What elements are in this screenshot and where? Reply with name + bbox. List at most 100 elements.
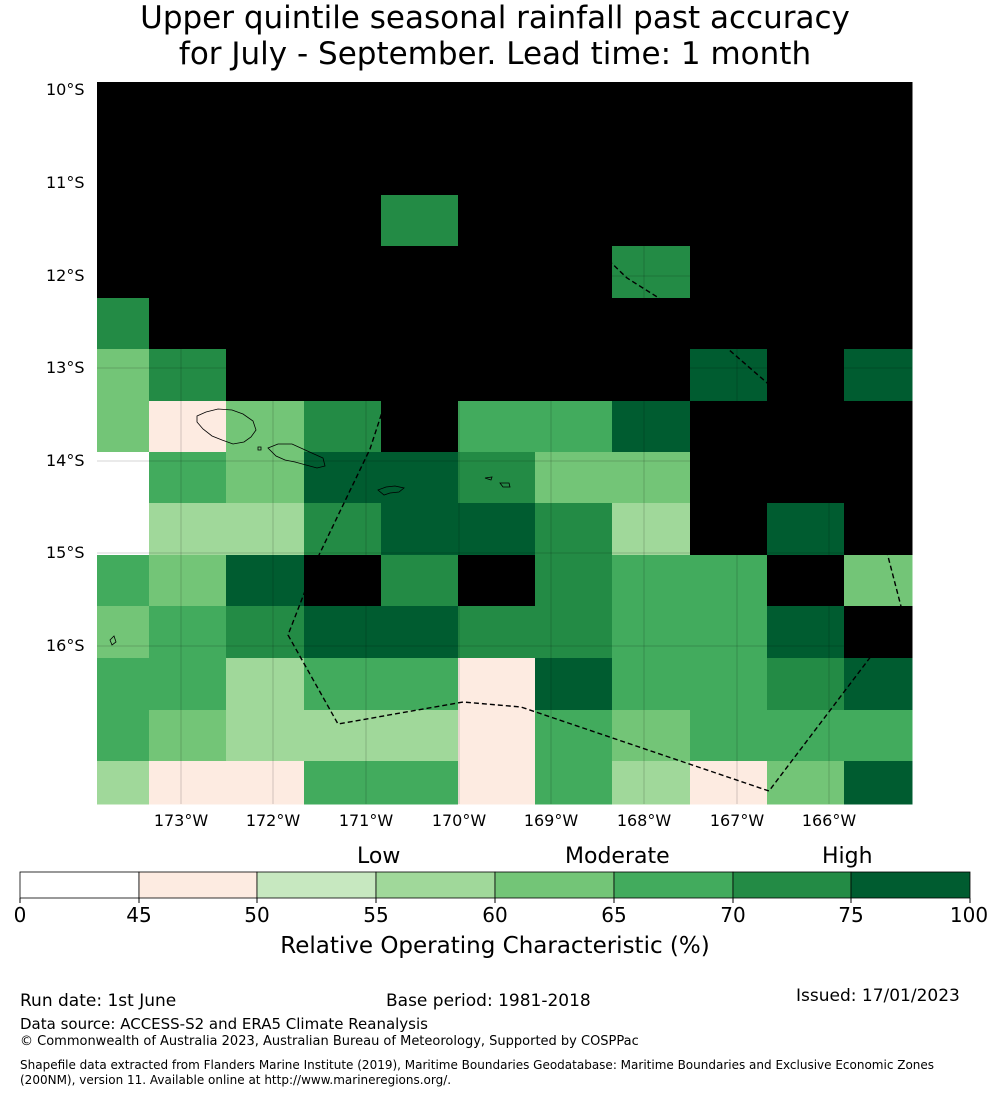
- map-cell: [226, 761, 305, 805]
- map-cell: [767, 658, 845, 711]
- map-cell: [458, 82, 536, 144]
- map-cell: [767, 761, 845, 805]
- map-cell: [767, 246, 845, 299]
- island-manua-1: [484, 476, 493, 481]
- map-cell: [381, 503, 459, 556]
- map-cell: [226, 82, 305, 144]
- map-cell: [535, 761, 613, 805]
- map-cell: [690, 349, 768, 402]
- map-cell: [690, 452, 768, 504]
- map-cell: [535, 555, 613, 607]
- map-cell: [612, 503, 691, 556]
- map-cell: [304, 349, 382, 402]
- map-cell: [844, 452, 913, 504]
- map-cell: [535, 503, 613, 556]
- map-cell: [304, 246, 382, 299]
- map-cell: [767, 452, 845, 504]
- title-line-1: Upper quintile seasonal rainfall past ac…: [140, 0, 850, 36]
- map-cell: [612, 606, 691, 659]
- colorbar-tick-60: 60: [482, 903, 508, 927]
- map-cell: [458, 401, 536, 453]
- map-cell: [844, 710, 913, 762]
- map-cell: [612, 349, 691, 402]
- map-cell: [767, 195, 845, 247]
- map-cell: [767, 401, 845, 453]
- map-cell: [690, 298, 768, 350]
- colorbar-segment: [19, 871, 140, 899]
- map-cell: [304, 195, 382, 247]
- map-cell: [381, 606, 459, 659]
- map-cell: [767, 555, 845, 607]
- map-cell: [226, 195, 305, 247]
- map-cell: [304, 452, 382, 504]
- map-cell: [844, 658, 913, 711]
- island-tokelau-1: [843, 172, 848, 179]
- map-cell: [304, 82, 382, 144]
- lon-label-171w: 171°W: [338, 811, 394, 830]
- map-cell: [304, 503, 382, 556]
- category-high: High: [822, 844, 873, 869]
- map-cell: [535, 658, 613, 711]
- map-cell: [767, 82, 845, 144]
- map-grid-cells: [97, 82, 913, 805]
- map-graticule: [97, 82, 912, 804]
- map-cell: [458, 658, 536, 711]
- lon-label-172w: 172°W: [245, 811, 301, 830]
- map-cell: [690, 503, 768, 556]
- lon-label-166w: 166°W: [801, 811, 857, 830]
- colorbar-segment: [256, 871, 377, 899]
- map-cell: [149, 143, 227, 196]
- map-cell: [612, 298, 691, 350]
- map-cell: [844, 401, 913, 453]
- copyright: © Commonwealth of Australia 2023, Austra…: [20, 1034, 639, 1049]
- map-cell: [612, 195, 691, 247]
- map-cell: [149, 452, 227, 504]
- map-cell: [381, 658, 459, 711]
- map-cell: [304, 555, 382, 607]
- map-cell: [304, 710, 382, 762]
- map-cell: [844, 82, 913, 144]
- map-cell: [149, 761, 227, 805]
- map-cell: [535, 246, 613, 299]
- map-cell: [304, 761, 382, 805]
- map-cell: [97, 246, 150, 299]
- lon-label-170w: 170°W: [431, 811, 487, 830]
- map-cell: [612, 761, 691, 805]
- colorbar: [19, 871, 971, 903]
- lon-label-168w: 168°W: [616, 811, 672, 830]
- eez-boundary-line: [106, 92, 904, 792]
- map-cell: [767, 298, 845, 350]
- map-cell: [304, 606, 382, 659]
- map-cell: [844, 606, 913, 659]
- colorbar-segment: [494, 871, 615, 899]
- lat-label-12s: 12°S: [46, 266, 85, 285]
- category-moderate: Moderate: [565, 844, 670, 869]
- lat-label-16s: 16°S: [46, 636, 85, 655]
- map-cell: [149, 298, 227, 350]
- map-cell: [304, 658, 382, 711]
- map-cell: [226, 452, 305, 504]
- map-cell: [844, 298, 913, 350]
- map-cell: [844, 195, 913, 247]
- lat-label-10s: 10°S: [46, 80, 85, 99]
- category-low: Low: [357, 844, 401, 869]
- map-cell: [690, 82, 768, 144]
- map-cell: [458, 503, 536, 556]
- map-cell: [226, 349, 305, 402]
- map-cell: [97, 401, 150, 453]
- map-cell: [149, 710, 227, 762]
- map-cell: [690, 246, 768, 299]
- map-cell: [458, 710, 536, 762]
- map-cell: [535, 298, 613, 350]
- lon-label-169w: 169°W: [523, 811, 579, 830]
- title-line-2: for July - September. Lead time: 1 month: [178, 36, 812, 72]
- map-cell: [690, 658, 768, 711]
- map-cell: [381, 452, 459, 504]
- map-cell: [844, 246, 913, 299]
- map-cell: [458, 143, 536, 196]
- colorbar-segment: [375, 871, 496, 899]
- map-cell: [612, 143, 691, 196]
- map-cell: [690, 555, 768, 607]
- map-cell: [767, 143, 845, 196]
